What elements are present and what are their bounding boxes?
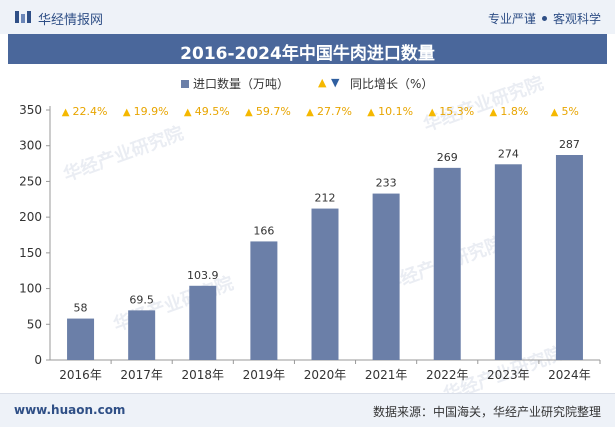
chart-title: 2016-2024年中国牛肉进口数量 [180,44,435,64]
x-tick-label: 2019年 [243,368,286,382]
bar-value-label: 58 [74,302,88,315]
yoy-value-label: 59.7% [256,105,291,118]
x-tick-label: 2018年 [182,368,225,382]
legend-triangle-down-icon: ▼ [331,76,340,89]
x-tick-label: 2020年 [304,368,347,382]
bar-value-label: 69.5 [129,293,154,306]
y-tick-label: 0 [34,353,42,367]
footer: www.huaon.com 数据来源：中国海关，华经产业研究院整理 [0,394,615,427]
yoy-triangle-up-icon: ▲ [367,107,375,118]
yoy-triangle-up-icon: ▲ [123,107,131,118]
yoy-value-label: 22.4% [73,105,108,118]
legend-label-yoy: 同比增长（%） [350,77,434,91]
bar [494,164,522,360]
bar [128,310,156,360]
y-tick-label: 50 [27,317,42,331]
y-tick-label: 350 [19,103,42,117]
bar [311,208,339,360]
bar-value-label: 274 [498,147,519,160]
bar [189,285,217,360]
yoy-value-label: 1.8% [500,105,528,118]
yoy-triangle-up-icon: ▲ [306,107,314,118]
footer-divider [0,393,615,394]
yoy-triangle-up-icon: ▲ [184,107,192,118]
yoy-triangle-up-icon: ▲ [62,107,70,118]
y-tick-label: 300 [19,139,42,153]
bar [250,241,278,360]
x-tick-label: 2024年 [548,368,591,382]
y-tick-label: 150 [19,246,42,260]
yoy-triangle-up-icon: ▲ [489,107,497,118]
yoy-triangle-up-icon: ▲ [551,107,559,118]
bar [555,155,583,360]
title-bar: 2016-2024年中国牛肉进口数量 [8,34,607,64]
yoy-value-label: 49.5% [195,105,230,118]
slogan-right: 客观科学 [552,12,601,26]
yoy-value-label: 27.7% [317,105,352,118]
x-tick-label: 2016年 [59,368,102,382]
yoy-triangle-up-icon: ▲ [428,107,436,118]
x-tick-label: 2021年 [365,368,408,382]
y-tick-label: 250 [19,174,42,188]
slogan-left: 专业严谨 [487,12,536,26]
bar-value-label: 212 [315,192,336,205]
x-tick-label: 2017年 [120,368,163,382]
y-tick-label: 200 [19,210,42,224]
brand-name: 华经情报网 [38,13,104,28]
yoy-triangle-up-icon: ▲ [245,107,253,118]
yoy-value-label: 15.3% [439,105,474,118]
slogan: 专业严谨 客观科学 [488,10,601,27]
x-tick-label: 2023年 [487,368,530,382]
x-tick-label: 2022年 [426,368,469,382]
legend-label-import: 进口数量（万吨） [193,77,290,91]
top-bar: 华经情报网 专业严谨 客观科学 [0,0,615,34]
y-tick-label: 100 [19,282,42,296]
bar-value-label: 233 [376,177,397,190]
bar-value-label: 166 [253,224,274,237]
brand-logo-icon [15,11,31,23]
legend-swatch-import [181,80,189,88]
footer-website: www.huaon.com [14,403,126,417]
legend: 进口数量（万吨） ▲ ▼ 同比增长（%） [0,72,615,94]
yoy-value-label: 19.9% [134,105,169,118]
legend-triangle-up-icon: ▲ [318,76,327,89]
slogan-dot-icon [541,16,547,21]
bar [433,167,461,360]
yoy-value-label: 10.1% [378,105,413,118]
bar-value-label: 269 [437,151,458,164]
bar [372,193,400,360]
bar-value-label: 103.9 [187,269,219,282]
bar-value-label: 287 [559,138,580,151]
bar [67,318,95,360]
footer-source: 数据来源：中国海关，华经产业研究院整理 [372,405,601,419]
yoy-value-label: 5% [561,105,578,118]
